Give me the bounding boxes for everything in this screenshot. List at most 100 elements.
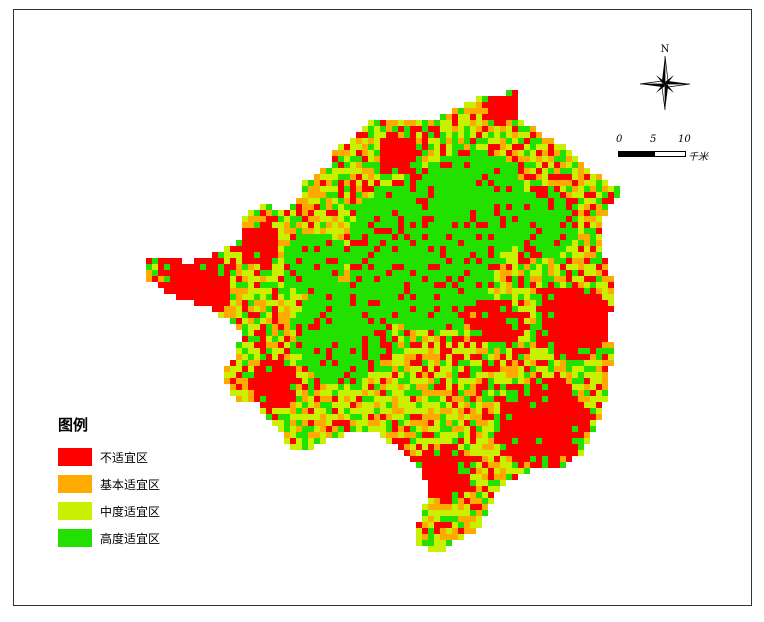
map-cell [500, 300, 506, 306]
map-cell [452, 384, 458, 390]
map-cell [470, 282, 476, 288]
map-cell [488, 246, 494, 252]
map-cell [392, 318, 398, 324]
map-cell [356, 264, 362, 270]
map-cell [440, 324, 446, 330]
map-cell [356, 312, 362, 318]
map-cell [518, 312, 524, 318]
map-cell [530, 438, 536, 444]
map-cell [506, 312, 512, 318]
map-cell [458, 126, 464, 132]
map-cell [494, 168, 500, 174]
map-cell [572, 240, 578, 246]
map-cell [578, 450, 584, 456]
map-cell [536, 312, 542, 318]
map-cell [482, 288, 488, 294]
map-cell [428, 150, 434, 156]
map-cell [494, 288, 500, 294]
map-cell [302, 210, 308, 216]
map-cell [554, 156, 560, 162]
map-cell [566, 426, 572, 432]
map-cell [482, 348, 488, 354]
map-cell [302, 420, 308, 426]
map-cell [482, 126, 488, 132]
map-cell [470, 228, 476, 234]
map-cell [254, 228, 260, 234]
map-cell [404, 300, 410, 306]
map-cell [554, 234, 560, 240]
map-cell [464, 126, 470, 132]
map-cell [290, 234, 296, 240]
map-cell [476, 276, 482, 282]
map-cell [500, 378, 506, 384]
map-cell [536, 246, 542, 252]
map-cell [608, 342, 614, 348]
map-cell [512, 132, 518, 138]
map-cell [296, 258, 302, 264]
map-cell [542, 228, 548, 234]
map-cell [278, 228, 284, 234]
map-cell [308, 402, 314, 408]
map-cell [284, 228, 290, 234]
map-cell [506, 366, 512, 372]
map-cell [584, 396, 590, 402]
map-cell [536, 258, 542, 264]
map-cell [554, 360, 560, 366]
map-cell [242, 372, 248, 378]
map-cell [590, 330, 596, 336]
map-cell [440, 312, 446, 318]
map-cell [416, 312, 422, 318]
map-cell [446, 210, 452, 216]
map-cell [458, 138, 464, 144]
map-cell [374, 312, 380, 318]
map-cell [158, 270, 164, 276]
map-cell [578, 348, 584, 354]
map-cell [296, 420, 302, 426]
map-cell [518, 144, 524, 150]
map-cell [344, 324, 350, 330]
map-cell [548, 456, 554, 462]
map-cell [560, 222, 566, 228]
map-cell [506, 354, 512, 360]
map-cell [458, 180, 464, 186]
map-cell [518, 414, 524, 420]
map-cell [374, 156, 380, 162]
map-cell [452, 480, 458, 486]
map-cell [338, 282, 344, 288]
map-cell [482, 426, 488, 432]
map-cell [428, 144, 434, 150]
map-cell [422, 234, 428, 240]
map-cell [308, 180, 314, 186]
map-cell [506, 456, 512, 462]
map-cell [284, 354, 290, 360]
map-cell [494, 144, 500, 150]
map-cell [272, 318, 278, 324]
map-cell [572, 438, 578, 444]
map-cell [434, 456, 440, 462]
map-cell [524, 168, 530, 174]
map-cell [470, 396, 476, 402]
map-cell [302, 354, 308, 360]
map-cell [428, 288, 434, 294]
legend-label: 不适宜区 [100, 450, 149, 465]
map-cell [356, 168, 362, 174]
map-cell [248, 396, 254, 402]
map-cell [326, 342, 332, 348]
map-cell [572, 276, 578, 282]
map-cell [566, 342, 572, 348]
map-cell [578, 240, 584, 246]
map-cell [374, 258, 380, 264]
map-cell [470, 378, 476, 384]
map-cell [452, 222, 458, 228]
map-cell [446, 270, 452, 276]
map-cell [434, 150, 440, 156]
map-cell [542, 282, 548, 288]
map-cell [548, 246, 554, 252]
map-cell [350, 288, 356, 294]
map-cell [512, 420, 518, 426]
map-cell [512, 276, 518, 282]
map-cell [452, 312, 458, 318]
map-cell [386, 372, 392, 378]
map-cell [524, 396, 530, 402]
map-cell [416, 132, 422, 138]
